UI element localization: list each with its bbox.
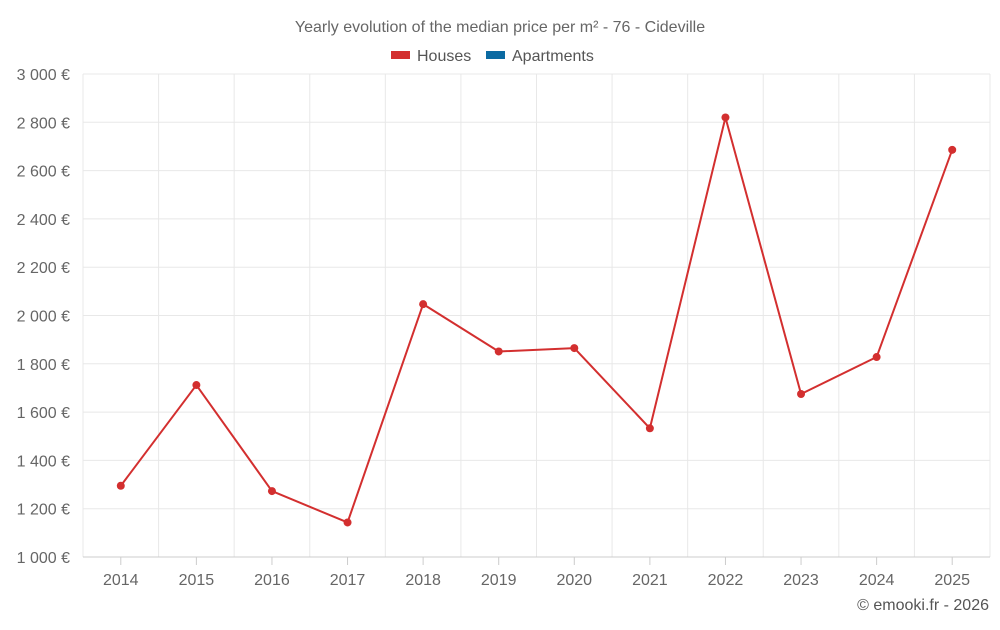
- legend-item-apartments[interactable]: Apartments: [486, 48, 594, 65]
- y-tick-label: 2 800 €: [17, 115, 70, 132]
- x-tick-label: 2021: [632, 572, 668, 589]
- x-tick-label: 2020: [556, 572, 592, 589]
- x-tick-label: 2025: [934, 572, 970, 589]
- x-tick-label: 2019: [481, 572, 517, 589]
- y-tick-label: 1 000 €: [17, 550, 70, 567]
- x-tick-label: 2015: [179, 572, 215, 589]
- data-point[interactable]: [116, 481, 125, 490]
- y-tick-label: 3 000 €: [17, 67, 70, 84]
- legend: Houses Apartments: [391, 48, 594, 65]
- data-point[interactable]: [343, 518, 352, 527]
- legend-label-apartments: Apartments: [512, 48, 594, 65]
- x-tick-label: 2023: [783, 572, 819, 589]
- grid: [82, 73, 991, 557]
- series-line-houses: [119, 116, 954, 524]
- y-tick-label: 2 200 €: [17, 260, 70, 277]
- data-point[interactable]: [267, 487, 276, 496]
- x-tick-label: 2017: [330, 572, 366, 589]
- x-tick-label: 2016: [254, 572, 290, 589]
- y-tick-label: 2 400 €: [17, 212, 70, 229]
- data-point[interactable]: [419, 300, 428, 309]
- axes: 1 000 € 1 200 € 1 400 € 1 600 € 1 800 € 2 000…: [17, 67, 990, 589]
- data-point[interactable]: [721, 113, 730, 122]
- y-tick-label: 1 400 €: [17, 453, 70, 470]
- legend-label-houses: Houses: [417, 48, 471, 65]
- data-point[interactable]: [872, 353, 881, 362]
- y-tick-label: 1 200 €: [17, 502, 70, 519]
- y-tick-label: 2 000 €: [17, 309, 70, 326]
- y-tick-label: 1 800 €: [17, 357, 70, 374]
- legend-swatch-houses: [391, 51, 410, 59]
- series-houses: [116, 113, 957, 527]
- data-point[interactable]: [948, 145, 957, 154]
- legend-swatch-apartments: [486, 51, 505, 59]
- x-tick-label: 2022: [708, 572, 744, 589]
- legend-item-houses[interactable]: Houses: [391, 48, 471, 65]
- data-point[interactable]: [645, 424, 654, 433]
- data-point[interactable]: [797, 389, 806, 398]
- x-tick-label: 2024: [859, 572, 895, 589]
- data-point[interactable]: [570, 344, 579, 353]
- y-tick-label: 2 600 €: [17, 164, 70, 181]
- data-point[interactable]: [494, 347, 503, 356]
- data-point[interactable]: [192, 381, 201, 390]
- y-tick-label: 1 600 €: [17, 405, 70, 422]
- chart-title: Yearly evolution of the median price per…: [295, 19, 705, 36]
- x-tick-label: 2018: [405, 572, 441, 589]
- x-tick-label: 2014: [103, 572, 139, 589]
- credit-text: © emooki.fr - 2026: [857, 597, 989, 614]
